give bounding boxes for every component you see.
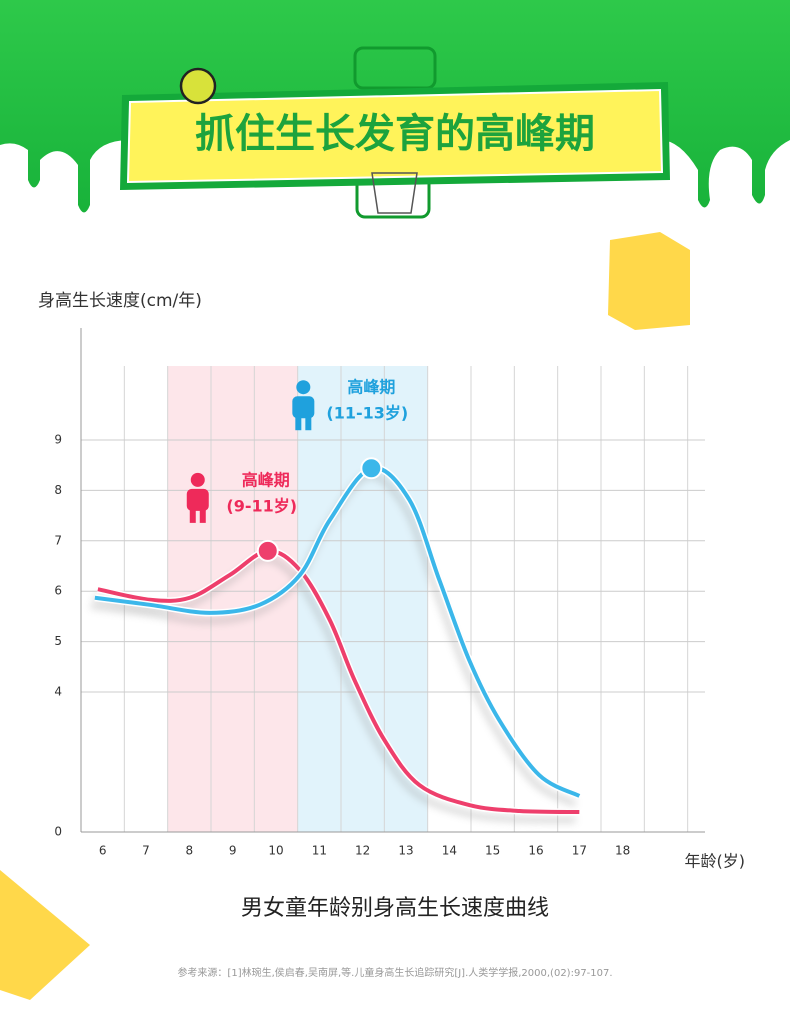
icon-body xyxy=(186,488,209,511)
x-tick-label: 9 xyxy=(229,844,237,858)
icon-body xyxy=(292,396,315,419)
annotation-title: 高峰期 xyxy=(242,470,290,489)
x-tick-label: 14 xyxy=(442,844,457,858)
x-tick-label: 17 xyxy=(572,844,587,858)
chart-title: 男女童年龄别身高生长速度曲线 xyxy=(241,896,549,921)
x-axis-label: 年龄(岁) xyxy=(685,852,746,871)
icon-leg xyxy=(305,416,312,431)
x-tick-label: 15 xyxy=(485,844,500,858)
icon-head xyxy=(190,472,205,487)
y-tick-label: 5 xyxy=(54,634,62,648)
icon-head xyxy=(296,380,311,395)
x-tick-label: 13 xyxy=(398,844,413,858)
icon-leg xyxy=(189,508,196,523)
icon-leg xyxy=(199,508,206,523)
peak-marker xyxy=(360,457,383,480)
x-tick-label: 10 xyxy=(268,844,283,858)
cheese xyxy=(0,870,90,1000)
y-tick-label: 4 xyxy=(54,685,62,699)
y-tick-label: 9 xyxy=(54,433,62,447)
x-tick-label: 8 xyxy=(186,844,194,858)
deco xyxy=(353,46,437,90)
y-tick-label: 7 xyxy=(54,533,62,547)
peak-marker xyxy=(256,539,279,562)
x-tick-label: 18 xyxy=(615,844,630,858)
x-tick-label: 6 xyxy=(99,844,107,858)
x-tick-label: 16 xyxy=(528,844,543,858)
line xyxy=(97,548,580,815)
x-tick-label: 11 xyxy=(312,844,327,858)
annotation-range: (9-11岁) xyxy=(226,496,297,515)
person-icon xyxy=(292,380,315,431)
y-tick-label: 6 xyxy=(54,584,62,598)
footnote: 参考来源：[1]林琬生,侯启春,吴南屏,等.儿童身高生长追踪研究[J].人类学学… xyxy=(177,966,612,979)
banner xyxy=(126,88,664,184)
person-icon xyxy=(186,472,209,523)
y-axis-label: 身高生长速度(cm/年) xyxy=(38,291,202,311)
annotation-title: 高峰期 xyxy=(347,378,395,397)
y-tick-label: 0 xyxy=(54,825,62,839)
cheese xyxy=(608,232,690,330)
plot: 0 4 5 6 7 8 9 6 7 8 9 10 11 12 13 14 15 16 17 18 高峰期 (9-11岁) 高… xyxy=(54,328,705,858)
hoop xyxy=(371,172,418,214)
x-tick-label: 12 xyxy=(355,844,370,858)
icon-leg xyxy=(295,416,302,431)
x-tick-label: 7 xyxy=(142,844,150,858)
header-title: 抓住生长发育的高峰期 xyxy=(195,111,595,157)
line-shadow xyxy=(93,556,576,823)
ball xyxy=(179,67,217,105)
y-tick-label: 8 xyxy=(54,483,62,497)
annotation-range: (11-13岁) xyxy=(326,404,408,423)
